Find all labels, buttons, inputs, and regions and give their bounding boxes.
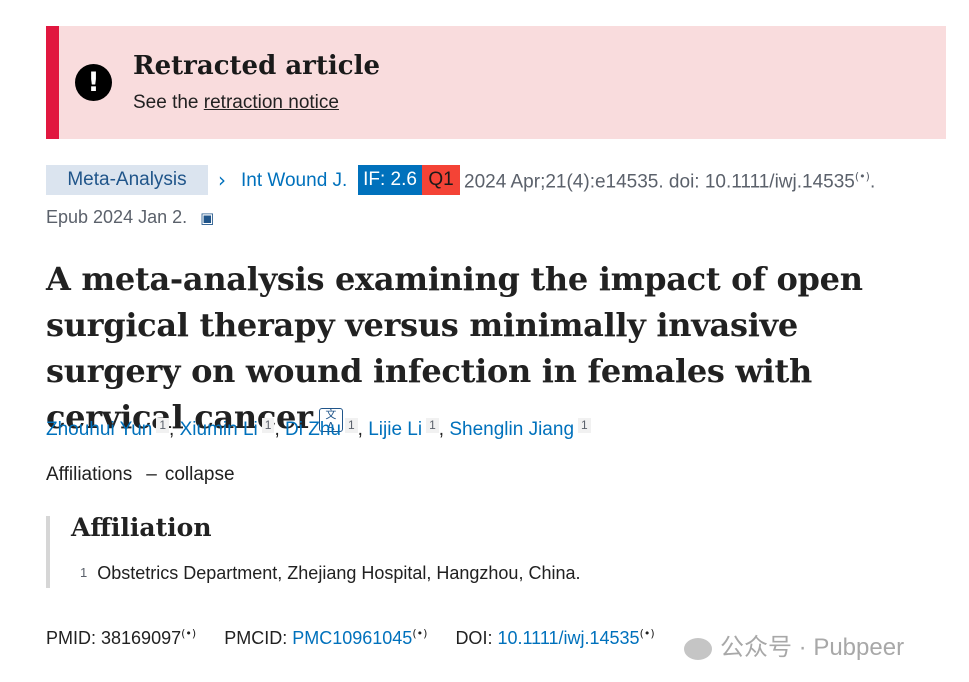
toggle-dash: – [146, 464, 157, 485]
pmid-value: 38169097 [101, 628, 182, 648]
epub-date: Epub 2024 Jan 2. ▣ [46, 207, 214, 228]
citation-trailing: . [869, 171, 876, 193]
affiliation-text: Obstetrics Department, Zhejiang Hospital… [97, 563, 581, 583]
author-link[interactable]: Di Zhu [285, 419, 341, 440]
affiliation-section: Affiliation 1 Obstetrics Department, Zhej… [46, 513, 750, 588]
citation-details: 2024 Apr;21(4):e14535. doi: 10.1111/iwj.… [464, 170, 875, 193]
citation-details-text: 2024 Apr;21(4):e14535. doi: 10.1111/iwj.… [464, 171, 855, 193]
affiliation-marker[interactable]: 1 [426, 418, 439, 433]
banner-title: Retracted article [133, 51, 380, 81]
author-link[interactable]: Shenglin Jiang [449, 419, 575, 440]
author-link[interactable]: Lijie Li [368, 419, 423, 440]
author-link[interactable]: Xiumin Li [179, 419, 258, 440]
pmid-label: PMID: [46, 628, 102, 648]
article-title-text: A meta-analysis examining the impact of … [46, 260, 863, 436]
publication-type-tag: Meta-Analysis [46, 165, 208, 195]
affiliation-heading: Affiliation [71, 513, 212, 542]
author-list: Zhouhui Yun 1, Xiumin Li 1, Di Zhu 1, Lijie… [46, 418, 591, 441]
affiliation-marker[interactable]: 1 [578, 418, 591, 433]
author-link[interactable]: Zhouhui Yun [46, 419, 153, 440]
watermark: 公众号 · Pubpeer [684, 627, 904, 662]
collapse-button[interactable]: collapse [164, 464, 235, 485]
banner-subtitle: See the retraction notice [133, 92, 339, 114]
article-title: A meta-analysis examining the impact of … [46, 256, 926, 440]
pmcid-link[interactable]: PMC10961045 [292, 628, 413, 648]
affiliation-marker[interactable]: 1 [156, 418, 170, 433]
camera-icon[interactable]: ▣ [200, 209, 215, 228]
affiliation-number: 1 [80, 565, 88, 580]
affiliations-toggle[interactable]: Affiliations – collapse [46, 464, 235, 486]
journal-link[interactable]: Int Wound J. [241, 170, 348, 191]
quartile-badge: Q1 [422, 165, 460, 195]
impact-factor-badge: IF: 2.6 [358, 165, 422, 195]
broadcast-icon: (•) [639, 627, 655, 640]
doi-link[interactable]: 10.1111/iwj.14535 [497, 628, 640, 648]
retraction-notice-link[interactable]: retraction notice [203, 92, 339, 113]
pmcid-label: PMCID: [224, 628, 293, 648]
chevron-right-icon: › [218, 168, 226, 192]
wechat-icon [684, 637, 712, 660]
exclamation-circle-icon: ! [75, 64, 112, 101]
retraction-banner: ! Retracted article See the retraction n… [46, 26, 946, 139]
broadcast-icon: (•) [854, 170, 870, 183]
epub-text: Epub 2024 Jan 2. [46, 207, 188, 227]
broadcast-icon: (•) [412, 627, 428, 640]
affiliation-marker[interactable]: 1 [344, 418, 358, 433]
identifiers-line: PMID: 38169097(•) PMCID: PMC10961045(•) … [46, 627, 655, 649]
affiliation-item: 1 Obstetrics Department, Zhejiang Hospita… [80, 563, 580, 584]
watermark-text: 公众号 · Pubpeer [720, 634, 905, 661]
affiliations-label: Affiliations [46, 464, 133, 485]
broadcast-icon: (•) [181, 627, 197, 640]
doi-label: DOI: [455, 628, 498, 648]
affiliation-marker[interactable]: 1 [261, 418, 275, 433]
banner-prefix: See the [133, 92, 199, 113]
